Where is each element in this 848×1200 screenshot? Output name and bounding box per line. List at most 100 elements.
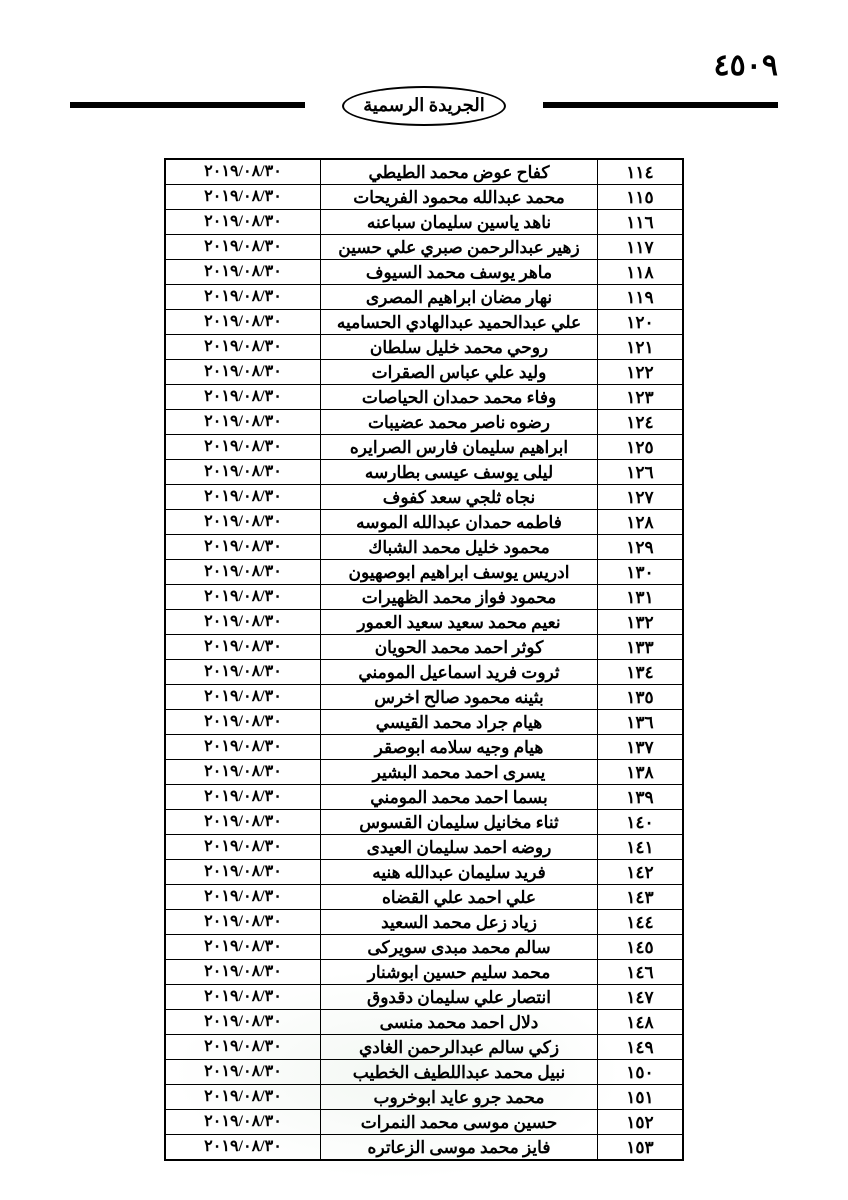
cell-date: ٢٠١٩/٠٨/٣٠ — [165, 835, 321, 860]
cell-name: محمد سليم حسين ابوشنار — [321, 960, 598, 985]
cell-number: ١٥٣ — [598, 1135, 684, 1161]
table-row: ١١٩نهار مضان ابراهيم المصرى٢٠١٩/٠٨/٣٠ — [165, 285, 683, 310]
cell-name: زكي سالم عبدالرحمن الغادي — [321, 1035, 598, 1060]
table-row: ١٣٢نعيم محمد سعيد سعيد العمور٢٠١٩/٠٨/٣٠ — [165, 610, 683, 635]
table-row: ١٢٤رضوه ناصر محمد عضيبات٢٠١٩/٠٨/٣٠ — [165, 410, 683, 435]
table-row: ١٣٤ثروت فريد اسماعيل المومني٢٠١٩/٠٨/٣٠ — [165, 660, 683, 685]
cell-name: ناهد ياسين سليمان سباعنه — [321, 210, 598, 235]
cell-name: فريد سليمان عبدالله هنيه — [321, 860, 598, 885]
cell-name: ثناء مخانيل سليمان القسوس — [321, 810, 598, 835]
cell-name: علي عبدالحميد عبدالهادي الحساميه — [321, 310, 598, 335]
cell-date: ٢٠١٩/٠٨/٣٠ — [165, 710, 321, 735]
cell-date: ٢٠١٩/٠٨/٣٠ — [165, 410, 321, 435]
table-row: ١٢٨فاطمه حمدان عبدالله الموسه٢٠١٩/٠٨/٣٠ — [165, 510, 683, 535]
cell-name: زياد زعل محمد السعيد — [321, 910, 598, 935]
cell-date: ٢٠١٩/٠٨/٣٠ — [165, 585, 321, 610]
cell-name: كفاح عوض محمد الطيطي — [321, 159, 598, 185]
table-row: ١٣٦هيام جراد محمد القيسي٢٠١٩/٠٨/٣٠ — [165, 710, 683, 735]
cell-number: ١٣٣ — [598, 635, 684, 660]
cell-number: ١٣٠ — [598, 560, 684, 585]
cell-number: ١٣١ — [598, 585, 684, 610]
table-row: ١٤٦محمد سليم حسين ابوشنار٢٠١٩/٠٨/٣٠ — [165, 960, 683, 985]
table-row: ١٤٠ثناء مخانيل سليمان القسوس٢٠١٩/٠٨/٣٠ — [165, 810, 683, 835]
cell-name: ابراهيم سليمان فارس الصرايره — [321, 435, 598, 460]
cell-number: ١١٥ — [598, 185, 684, 210]
table-row: ١٤٧انتصار علي سليمان دقدوق٢٠١٩/٠٨/٣٠ — [165, 985, 683, 1010]
cell-date: ٢٠١٩/٠٨/٣٠ — [165, 760, 321, 785]
cell-name: نعيم محمد سعيد سعيد العمور — [321, 610, 598, 635]
cell-number: ١٤٨ — [598, 1010, 684, 1035]
cell-number: ١٢٩ — [598, 535, 684, 560]
cell-name: ثروت فريد اسماعيل المومني — [321, 660, 598, 685]
cell-number: ١٢٠ — [598, 310, 684, 335]
table-row: ١٣١محمود فواز محمد الظهيرات٢٠١٩/٠٨/٣٠ — [165, 585, 683, 610]
cell-date: ٢٠١٩/٠٨/٣٠ — [165, 185, 321, 210]
cell-date: ٢٠١٩/٠٨/٣٠ — [165, 1110, 321, 1135]
cell-date: ٢٠١٩/٠٨/٣٠ — [165, 960, 321, 985]
cell-date: ٢٠١٩/٠٨/٣٠ — [165, 460, 321, 485]
cell-number: ١٢٧ — [598, 485, 684, 510]
cell-name: بسما احمد محمد المومني — [321, 785, 598, 810]
cell-date: ٢٠١٩/٠٨/٣٠ — [165, 810, 321, 835]
table-row: ١٣٩بسما احمد محمد المومني٢٠١٩/٠٨/٣٠ — [165, 785, 683, 810]
table-row: ١٢٥ابراهيم سليمان فارس الصرايره٢٠١٩/٠٨/٣… — [165, 435, 683, 460]
cell-number: ١١٧ — [598, 235, 684, 260]
cell-name: نهار مضان ابراهيم المصرى — [321, 285, 598, 310]
cell-name: فايز محمد موسى الزعاتره — [321, 1135, 598, 1161]
table-row: ١٢٧نجاه ثلجي سعد كفوف٢٠١٩/٠٨/٣٠ — [165, 485, 683, 510]
cell-name: محمود فواز محمد الظهيرات — [321, 585, 598, 610]
cell-name: ادريس يوسف ابراهيم ابوصهيون — [321, 560, 598, 585]
cell-date: ٢٠١٩/٠٨/٣٠ — [165, 935, 321, 960]
cell-number: ١٤٢ — [598, 860, 684, 885]
cell-date: ٢٠١٩/٠٨/٣٠ — [165, 660, 321, 685]
cell-name: ماهر يوسف محمد السيوف — [321, 260, 598, 285]
table-row: ١٤٩زكي سالم عبدالرحمن الغادي٢٠١٩/٠٨/٣٠ — [165, 1035, 683, 1060]
table-row: ١١٧زهير عبدالرحمن صبري علي حسين٢٠١٩/٠٨/٣… — [165, 235, 683, 260]
page-number: ٤٥٠٩ — [714, 48, 778, 83]
table-row: ١٣٣كوثر احمد محمد الحويان٢٠١٩/٠٨/٣٠ — [165, 635, 683, 660]
cell-name: هيام وجيه سلامه ابوصقر — [321, 735, 598, 760]
table-row: ١٤٤زياد زعل محمد السعيد٢٠١٩/٠٨/٣٠ — [165, 910, 683, 935]
table-row: ١٥٢حسين موسى محمد النمرات٢٠١٩/٠٨/٣٠ — [165, 1110, 683, 1135]
names-table: ١١٤كفاح عوض محمد الطيطي٢٠١٩/٠٨/٣٠١١٥محمد… — [164, 158, 684, 1161]
cell-number: ١٥٢ — [598, 1110, 684, 1135]
cell-number: ١٣٤ — [598, 660, 684, 685]
cell-date: ٢٠١٩/٠٨/٣٠ — [165, 685, 321, 710]
cell-date: ٢٠١٩/٠٨/٣٠ — [165, 1085, 321, 1110]
cell-date: ٢٠١٩/٠٨/٣٠ — [165, 285, 321, 310]
cell-number: ١٢١ — [598, 335, 684, 360]
cell-name: سالم محمد مبدى سويركى — [321, 935, 598, 960]
table-row: ١٢٣وفاء محمد حمدان الحياصات٢٠١٩/٠٨/٣٠ — [165, 385, 683, 410]
cell-number: ١٤٩ — [598, 1035, 684, 1060]
table-row: ١٢٩محمود خليل محمد الشباك٢٠١٩/٠٨/٣٠ — [165, 535, 683, 560]
table-row: ١٣٠ادريس يوسف ابراهيم ابوصهيون٢٠١٩/٠٨/٣٠ — [165, 560, 683, 585]
cell-number: ١٤٣ — [598, 885, 684, 910]
cell-date: ٢٠١٩/٠٨/٣٠ — [165, 159, 321, 185]
table-row: ١٢٦ليلى يوسف عيسى بطارسه٢٠١٩/٠٨/٣٠ — [165, 460, 683, 485]
cell-date: ٢٠١٩/٠٨/٣٠ — [165, 910, 321, 935]
cell-number: ١٥٠ — [598, 1060, 684, 1085]
cell-number: ١٤٠ — [598, 810, 684, 835]
cell-name: دلال احمد محمد منسى — [321, 1010, 598, 1035]
document-page: ٤٥٠٩ الجريدة الرسمية ١١٤كفاح عوض محمد ال… — [0, 0, 848, 1200]
cell-date: ٢٠١٩/٠٨/٣٠ — [165, 610, 321, 635]
cell-name: نبيل محمد عبداللطيف الخطيب — [321, 1060, 598, 1085]
cell-number: ١٤٧ — [598, 985, 684, 1010]
cell-number: ١٤١ — [598, 835, 684, 860]
cell-date: ٢٠١٩/٠٨/٣٠ — [165, 1035, 321, 1060]
cell-name: محمود خليل محمد الشباك — [321, 535, 598, 560]
table-row: ١٤٢فريد سليمان عبدالله هنيه٢٠١٩/٠٨/٣٠ — [165, 860, 683, 885]
gazette-title: الجريدة الرسمية — [342, 86, 506, 126]
cell-date: ٢٠١٩/٠٨/٣٠ — [165, 360, 321, 385]
cell-number: ١٣٥ — [598, 685, 684, 710]
cell-date: ٢٠١٩/٠٨/٣٠ — [165, 485, 321, 510]
cell-number: ١٢٣ — [598, 385, 684, 410]
rule-right — [543, 102, 778, 108]
table-row: ١٤٣علي احمد علي القضاه٢٠١٩/٠٨/٣٠ — [165, 885, 683, 910]
cell-name: رضوه ناصر محمد عضيبات — [321, 410, 598, 435]
cell-name: زهير عبدالرحمن صبري علي حسين — [321, 235, 598, 260]
cell-name: محمد عبدالله محمود الفريحات — [321, 185, 598, 210]
cell-name: نجاه ثلجي سعد كفوف — [321, 485, 598, 510]
cell-date: ٢٠١٩/٠٨/٣٠ — [165, 260, 321, 285]
cell-name: وفاء محمد حمدان الحياصات — [321, 385, 598, 410]
